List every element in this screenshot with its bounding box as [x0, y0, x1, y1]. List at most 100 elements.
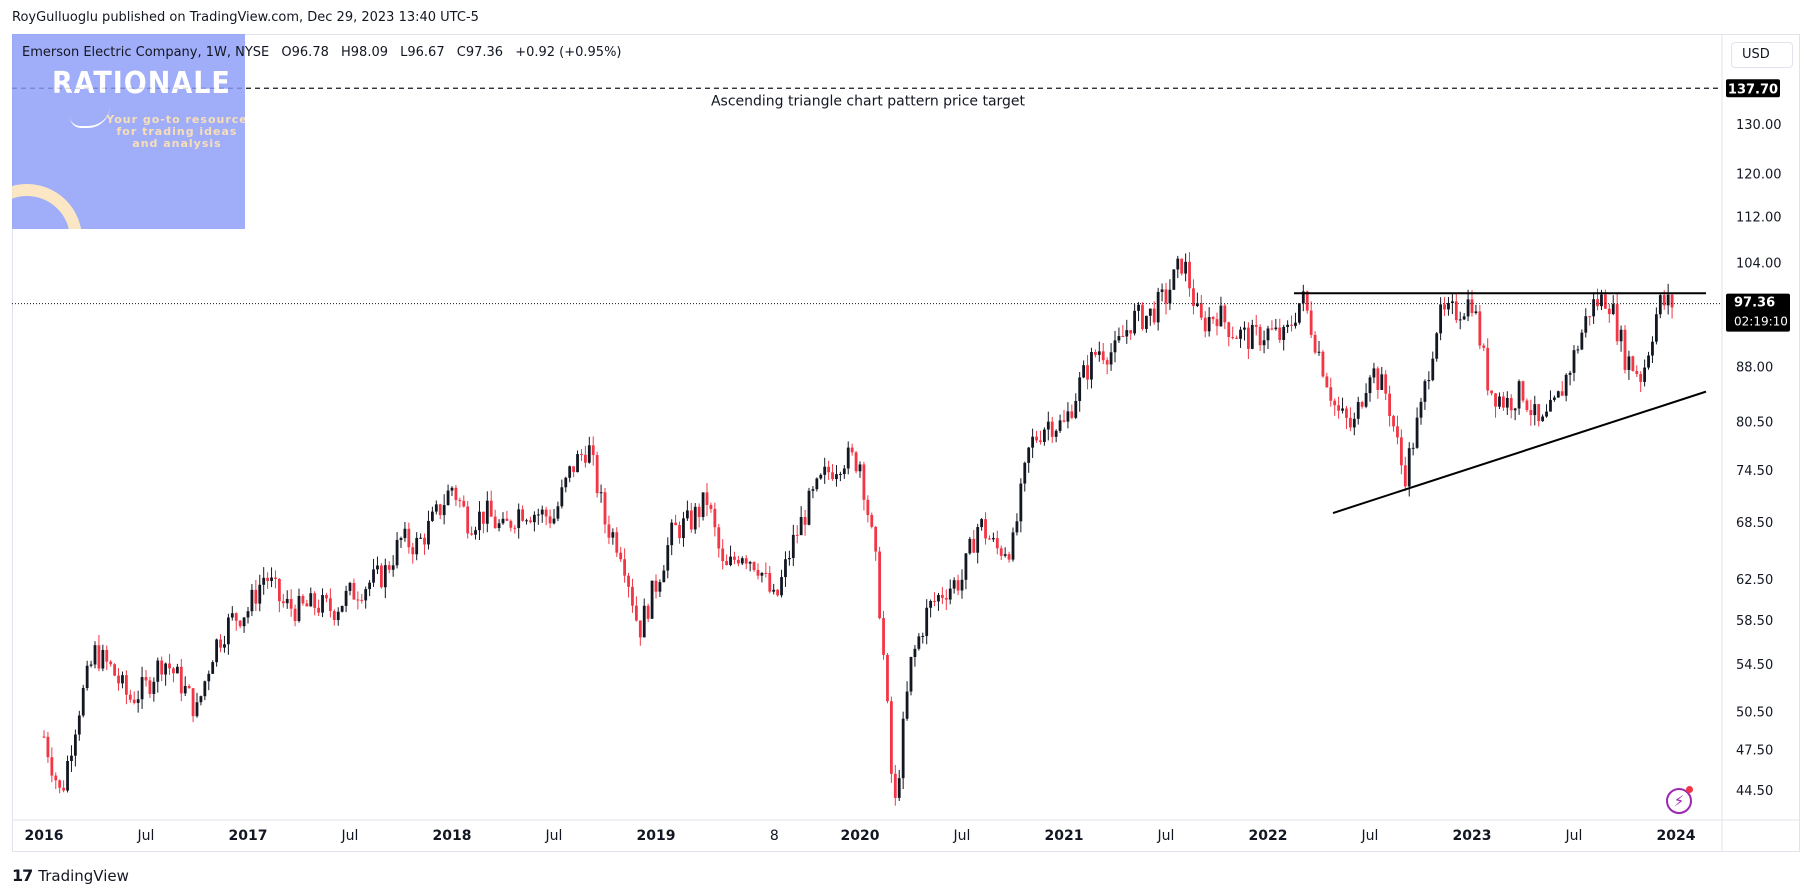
candle — [293, 604, 297, 627]
candle — [1070, 404, 1074, 420]
candle — [921, 632, 925, 644]
time-tick-label: 2017 — [229, 828, 268, 844]
candle — [270, 567, 273, 588]
candle — [893, 764, 897, 806]
candle — [262, 567, 266, 595]
candle — [1670, 292, 1674, 319]
candle — [587, 436, 591, 464]
currency-button[interactable]: USD — [1731, 42, 1793, 68]
candle — [478, 501, 481, 541]
candle — [1647, 351, 1650, 370]
candle — [1176, 255, 1180, 278]
candle — [658, 579, 662, 597]
candle — [1046, 411, 1050, 441]
price-target-line[interactable]: Ascending triangle chart pattern price t… — [12, 79, 1780, 109]
candle — [489, 490, 493, 517]
candle — [521, 505, 525, 522]
candle — [568, 465, 572, 483]
price-tick-label: 112.00 — [1736, 211, 1782, 226]
candle — [866, 495, 870, 523]
tradingview-brand[interactable]: 17 TradingView — [12, 866, 129, 885]
candle — [991, 532, 995, 543]
candle — [1137, 302, 1140, 322]
time-axis[interactable]: 2016 Jul 2017 Jul 2018 Jul 2019 8 2020 Jul 2021 Jul… — [25, 828, 1696, 844]
candle — [1321, 350, 1325, 378]
chart-pane[interactable] — [12, 34, 1800, 852]
price-target-annotation[interactable]: Ascending triangle chart pattern price t… — [711, 93, 1026, 109]
candle — [368, 580, 372, 597]
candle — [925, 599, 929, 645]
logo-tagline: Your go-to resource for trading ideas an… — [106, 113, 245, 150]
candle — [427, 510, 430, 550]
candle — [1093, 349, 1097, 358]
candle — [1619, 325, 1623, 352]
candle — [1215, 312, 1219, 336]
candle — [124, 670, 128, 705]
candle — [470, 526, 474, 536]
candle — [948, 579, 952, 605]
candle — [811, 486, 815, 499]
candle — [1360, 400, 1364, 409]
time-tick-label: 2016 — [25, 828, 64, 844]
candle — [988, 535, 991, 540]
candle — [1435, 331, 1439, 362]
symbol-legend[interactable]: Emerson Electric Company, 1W, NYSE O96.7… — [22, 45, 630, 60]
price-tick-label: 80.50 — [1736, 416, 1773, 431]
candle — [434, 500, 438, 515]
candle — [325, 593, 328, 603]
candle — [1003, 547, 1007, 558]
candle — [1211, 316, 1215, 324]
candle — [952, 577, 956, 594]
candle — [576, 450, 579, 473]
candle — [603, 487, 607, 534]
candle — [128, 689, 132, 703]
candle — [1458, 311, 1462, 330]
candle — [215, 638, 219, 667]
candle — [281, 593, 285, 608]
ohlc-open: O96.78 — [281, 45, 329, 60]
candle — [1635, 365, 1639, 377]
lightning-bolt-icon[interactable]: ⚡ — [1666, 788, 1692, 814]
candle — [1231, 326, 1235, 340]
candle — [85, 660, 89, 691]
price-change: +0.92 (+0.95%) — [515, 45, 622, 60]
candle — [1466, 289, 1470, 322]
candle — [968, 536, 972, 555]
candle — [1399, 429, 1403, 475]
candle — [1560, 381, 1564, 396]
candle — [1050, 417, 1054, 443]
candle — [729, 545, 732, 567]
candle — [1309, 301, 1313, 339]
candle — [1019, 478, 1023, 533]
candle — [113, 663, 117, 677]
candle — [964, 553, 968, 590]
candle — [733, 551, 736, 565]
candle — [1219, 296, 1223, 327]
candle — [556, 501, 560, 522]
candle — [736, 555, 740, 567]
candle — [1082, 360, 1086, 379]
candle — [1388, 385, 1392, 427]
candle — [1348, 407, 1352, 432]
time-tick-label: Jul — [137, 828, 155, 844]
candle — [1666, 283, 1670, 315]
candle — [250, 584, 254, 616]
candle — [101, 644, 105, 672]
candle — [1643, 359, 1647, 387]
candle — [764, 562, 768, 578]
candle — [697, 503, 701, 528]
triangle-support-line[interactable] — [1332, 390, 1707, 514]
candle — [121, 671, 124, 689]
candle — [1235, 335, 1239, 339]
candle — [1042, 427, 1046, 446]
candle — [238, 619, 242, 629]
candle — [423, 533, 426, 555]
candle — [599, 484, 603, 503]
price-axis[interactable]: 130.00 120.00 112.00 104.00 88.00 80.50 74.50 6… — [1736, 118, 1782, 799]
candle — [1290, 315, 1293, 332]
candle — [1294, 312, 1297, 329]
candle — [1607, 303, 1611, 323]
candle — [277, 578, 281, 613]
candle — [886, 653, 889, 704]
